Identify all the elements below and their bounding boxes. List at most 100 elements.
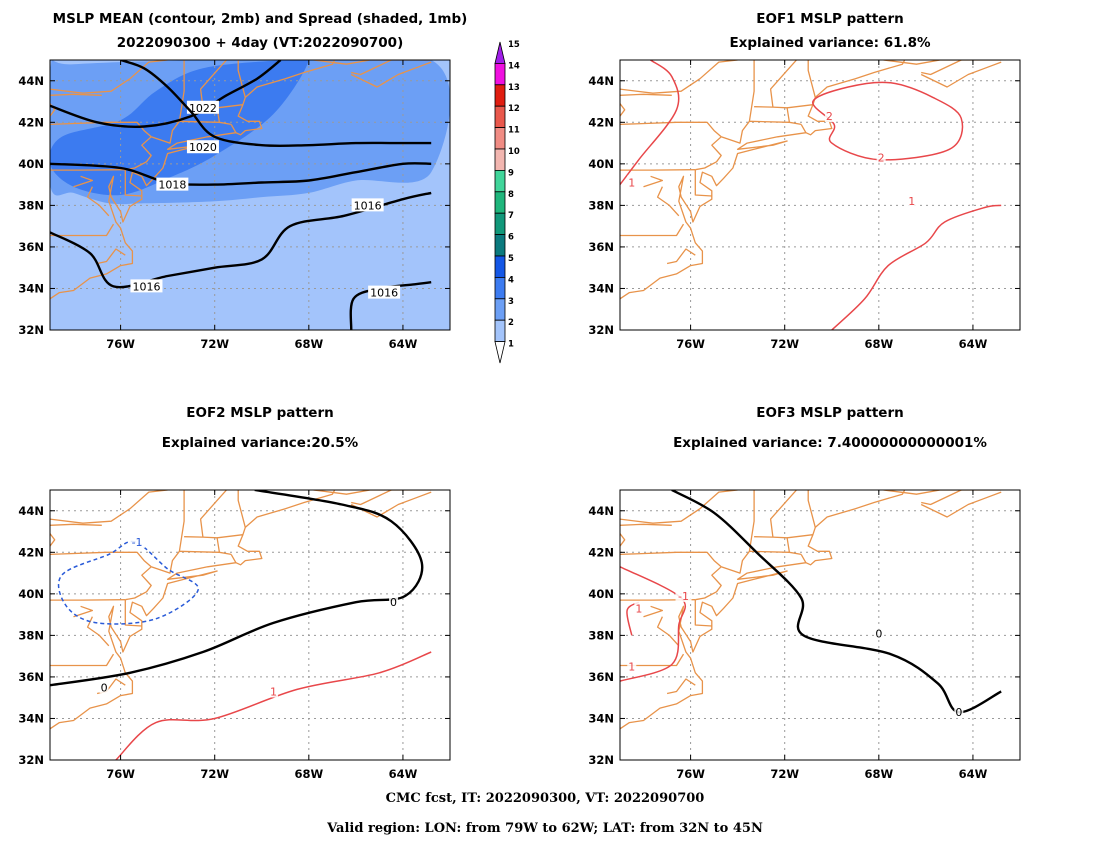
coastline-segment xyxy=(73,605,94,618)
y-tick-label: 36N xyxy=(588,670,614,684)
y-tick-label: 38N xyxy=(588,198,614,212)
colorbar-label: 15 xyxy=(508,40,520,50)
contour-line xyxy=(671,490,1002,714)
contour-label: 1022 xyxy=(189,102,217,115)
y-tick-label: 32N xyxy=(18,753,44,767)
x-tick-label: 76W xyxy=(676,767,705,781)
coastline-segment xyxy=(921,490,968,506)
coastline-segment xyxy=(242,490,336,535)
colorbar-triangle-bottom xyxy=(494,341,506,364)
y-tick-label: 44N xyxy=(588,74,614,88)
x-tick-label: 72W xyxy=(770,337,799,351)
coastline-segment xyxy=(620,653,685,667)
colorbar-swatch xyxy=(494,255,506,278)
contour-label: 0 xyxy=(875,627,882,640)
coastline-segment xyxy=(50,533,56,547)
coastline-segment xyxy=(920,61,1002,88)
coastline-segment xyxy=(50,93,102,96)
colorbar-swatch xyxy=(494,105,506,128)
plot-frame xyxy=(49,59,451,331)
contour-label: 1016 xyxy=(370,287,398,300)
coastline-segment xyxy=(313,60,432,65)
colorbar-triangle-top xyxy=(494,41,506,64)
panel-mslp-mean: MSLP MEAN (contour, 2mb) and Spread (sha… xyxy=(18,11,467,351)
colorbar-label: 2 xyxy=(508,318,514,328)
coastline-segment xyxy=(694,169,712,197)
coastline-segment xyxy=(620,554,807,730)
y-tick-label: 40N xyxy=(18,157,44,171)
colorbar-swatch xyxy=(494,169,506,193)
coastline-layer xyxy=(50,490,432,730)
x-tick-label: 76W xyxy=(676,337,705,351)
coastline-segment xyxy=(883,490,1002,495)
coastline-segment xyxy=(749,120,802,126)
contour-layer: 0 0 -1 1 1 xyxy=(620,490,1002,719)
contour-line xyxy=(115,651,432,760)
y-tick-label: 32N xyxy=(588,753,614,767)
colorbar-label: 14 xyxy=(508,61,520,71)
contour-line xyxy=(50,490,424,687)
coastline-segment xyxy=(787,534,833,566)
coastline-segment xyxy=(921,60,968,76)
panel-subtitle: Explained variance: 7.40000000000001% xyxy=(673,435,987,451)
x-tick-label: 68W xyxy=(294,337,323,351)
coastline-segment xyxy=(199,490,227,538)
colorbar-swatch xyxy=(494,298,506,321)
coastline-segment xyxy=(695,566,722,601)
coastline-segment xyxy=(124,169,142,197)
coastline-segment xyxy=(620,223,685,237)
x-tick-label: 72W xyxy=(770,767,799,781)
panel-eof2: EOF2 MSLP pattern Explained variance:20.… xyxy=(18,405,451,781)
x-tick-label: 76W xyxy=(106,767,135,781)
y-tick-label: 42N xyxy=(18,115,44,129)
y-tick-label: 32N xyxy=(588,323,614,337)
y-tick-label: 42N xyxy=(18,545,44,559)
y-tick-label: 34N xyxy=(588,711,614,725)
plot-frame xyxy=(619,489,1021,761)
panel-subtitle: Explained variance:20.5% xyxy=(162,435,359,451)
contour-label: 2 xyxy=(826,110,833,123)
coastline-segment xyxy=(643,175,664,188)
x-tick-label: 68W xyxy=(864,337,893,351)
coastline-segment xyxy=(754,536,791,553)
coastline-segment xyxy=(217,104,263,136)
contour-label-bg xyxy=(130,279,163,293)
contour-line xyxy=(812,81,964,161)
colorbar-label: 10 xyxy=(508,147,520,157)
coastline-segment xyxy=(769,60,797,108)
y-tick-label: 44N xyxy=(18,74,44,88)
y-tick-label: 36N xyxy=(18,240,44,254)
coastline-segment xyxy=(125,566,152,601)
plot-frame xyxy=(619,59,1021,331)
contour-line xyxy=(50,60,282,128)
contour-layer: 1022 1020 1018 1016 1016 1016 xyxy=(50,60,432,330)
coastline-layer xyxy=(620,490,1002,730)
colorbar-swatch xyxy=(494,84,506,107)
coastline-layer xyxy=(50,60,432,300)
colorbar-swatch xyxy=(494,191,506,214)
coastline-segment xyxy=(184,536,221,553)
contour-label: 1 xyxy=(270,685,277,698)
contour-label-bg xyxy=(186,140,219,154)
coastline-segment xyxy=(237,490,246,528)
contour-label: -1 xyxy=(132,536,143,549)
coastline-segment xyxy=(720,60,755,144)
coastline-layer xyxy=(620,60,1002,300)
coastline-segment xyxy=(125,136,152,171)
coastline-segment xyxy=(620,551,722,568)
colorbar-label: 8 xyxy=(508,190,514,200)
colorbar-label: 6 xyxy=(508,233,514,243)
colorbar-swatch xyxy=(494,148,506,171)
coastline-segment xyxy=(350,491,432,518)
contour-label-bg xyxy=(269,684,279,698)
coastline-segment xyxy=(807,490,816,528)
coastline-segment xyxy=(150,60,185,144)
axis-ticks: 76W 72W 68W 64W 32N 34N 36N 38N 40N 42N 44N xyxy=(588,490,1020,781)
contour-label-bg xyxy=(351,198,384,212)
contour-label: 1 xyxy=(628,661,635,674)
contour-label-bg xyxy=(186,100,219,114)
y-tick-label: 44N xyxy=(18,504,44,518)
contour-label-bg xyxy=(634,601,644,615)
contour-label-bg xyxy=(627,175,637,189)
x-tick-label: 76W xyxy=(106,337,135,351)
